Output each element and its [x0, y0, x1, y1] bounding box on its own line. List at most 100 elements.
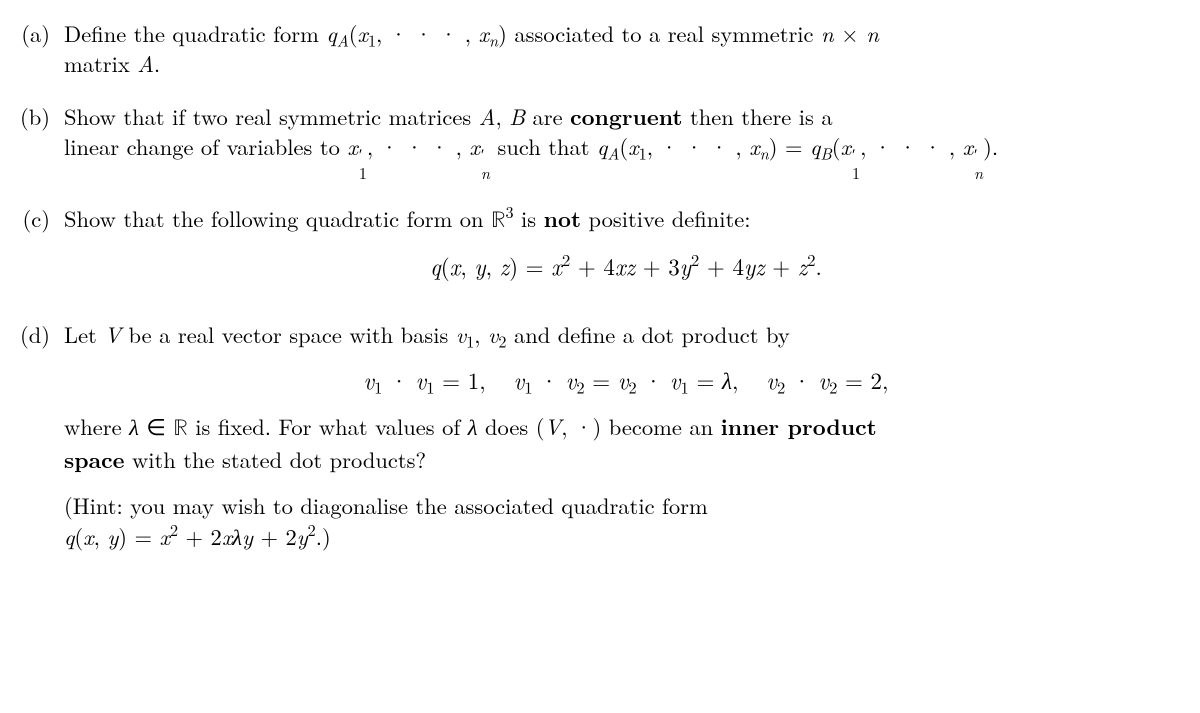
b-snb: n	[974, 165, 983, 181]
de-eq2c: ,	[732, 363, 738, 396]
de-v12a: v	[514, 363, 525, 396]
item-c-marker: (c)	[12, 203, 64, 297]
a-sub1: 1	[368, 29, 376, 52]
ce-period: .	[815, 249, 821, 282]
d-line3: where λ ∈ ℝ is fixed. For what values of…	[64, 411, 1188, 475]
dh-t1a: x	[160, 520, 170, 552]
b-qA-s: A	[607, 142, 619, 165]
a-period: .	[154, 47, 160, 79]
c-post: positive definite:	[581, 202, 751, 234]
d-l3-mid3: ) become an	[593, 410, 721, 442]
de-v22a: v	[766, 363, 777, 396]
de-v12as: 1	[524, 374, 532, 398]
dh-c: ,	[94, 520, 108, 552]
d-lambda: λ	[129, 410, 139, 442]
de-v22b: v	[818, 363, 829, 396]
item-c-body: Show that the following quadratic form o…	[64, 203, 1188, 297]
item-a-body: Define the quadratic form qA(x1, · · · ,…	[64, 18, 1188, 79]
b-xpn: x	[469, 130, 479, 162]
b-rp2: )	[983, 130, 992, 162]
item-b-marker: (b)	[12, 101, 64, 181]
c-R3: 3	[505, 200, 513, 223]
de-lambda: λ	[722, 363, 732, 396]
d-l3-mid2: does (	[478, 410, 545, 442]
c-pre: Show that the following quadratic form o…	[64, 202, 491, 234]
ce-t3a: y	[680, 249, 691, 282]
de-v22as: 2	[777, 374, 785, 398]
ce-t3b: 2	[691, 247, 699, 271]
d-l3-post: with the stated dot products?	[125, 443, 427, 475]
de-v11bs: 1	[426, 374, 434, 398]
dh-p2: + 2	[253, 520, 297, 552]
page: (a) Define the quadratic form qA(x1, · ·…	[0, 0, 1200, 563]
d-v2s: 2	[498, 330, 506, 353]
b-ss1: ′1	[359, 146, 367, 180]
b-l2-mid: such that	[490, 130, 597, 162]
b-dots3: , · · · ,	[860, 130, 963, 162]
ce-t1b: 2	[562, 247, 570, 271]
item-c: (c) Show that the following quadratic fo…	[12, 203, 1188, 297]
d-space: space	[64, 443, 125, 475]
d-R: ℝ	[173, 418, 187, 440]
ce-t5a: z	[798, 249, 807, 282]
de-eq1: = 1,	[435, 363, 486, 396]
ce-y: y	[474, 249, 485, 282]
b-xns: n	[760, 142, 769, 165]
de-eq3: = 2,	[837, 363, 888, 396]
de-v21b: v	[670, 363, 681, 396]
b-eq: =	[778, 130, 811, 162]
de-v12bs: 2	[576, 374, 584, 398]
ce-c1: ,	[460, 249, 474, 282]
d-Vdot: V	[545, 410, 562, 442]
dh-end: .)	[316, 520, 331, 552]
de-v21as: 2	[628, 374, 636, 398]
a-times: ×	[834, 17, 867, 49]
a-text-pre: Define the quadratic form	[64, 17, 326, 49]
d-V: V	[104, 318, 121, 350]
b-xn: x	[749, 130, 759, 162]
b-lp1: (	[619, 130, 628, 162]
item-d-marker: (d)	[12, 319, 64, 551]
dh-lambda: λ	[232, 520, 242, 552]
a-text-post1: matrix	[64, 47, 137, 79]
ce-t2a: x	[615, 249, 626, 282]
dh-t2a: x	[222, 520, 232, 552]
ce-q: q	[430, 249, 441, 282]
dh-lp: (	[74, 520, 83, 552]
de-dot2: ·	[533, 363, 566, 396]
ce-t4b: z	[755, 249, 764, 282]
c-mid: is	[514, 202, 544, 234]
d-hint: (Hint: you may wish to diagonalise the a…	[64, 490, 1188, 551]
d-l3-mid1: is fixed. For what values of	[188, 410, 468, 442]
b-A: A	[479, 100, 496, 132]
d-cm: , ·	[561, 410, 592, 442]
b-dots2: , · · · ,	[647, 130, 750, 162]
dh-y: y	[107, 520, 118, 552]
d-hint-pre: (Hint: you may wish to diagonalise the a…	[64, 489, 708, 521]
d-v2: v	[488, 318, 498, 350]
de-v11a: v	[364, 363, 375, 396]
dh-t1b: 2	[170, 518, 178, 541]
c-R: ℝ	[491, 210, 505, 232]
d-v1: v	[456, 318, 466, 350]
de-dot4: ·	[785, 363, 818, 396]
b-s1: 1	[359, 165, 367, 181]
ce-lp: (	[441, 249, 450, 282]
a-dots: , · · · ,	[376, 17, 479, 49]
dh-p1: + 2	[178, 520, 222, 552]
b-qB-q: q	[810, 130, 820, 162]
b-qA-q: q	[597, 130, 607, 162]
ce-rp: ) =	[509, 249, 551, 282]
b-x1: x	[628, 130, 638, 162]
ce-x: x	[450, 249, 461, 282]
b-xp1b: x	[841, 130, 851, 162]
ce-p2: + 3	[635, 249, 680, 282]
ce-p4: +	[765, 249, 798, 282]
a-subn: n	[489, 29, 498, 52]
de-eq2a: =	[585, 363, 618, 396]
d-in: ∈	[139, 410, 174, 442]
b-comma: ,	[495, 100, 509, 132]
d-l1-post: and define a dot product by	[507, 318, 790, 350]
b-dots: , · · · ,	[367, 130, 470, 162]
a-xn: x	[479, 17, 489, 49]
